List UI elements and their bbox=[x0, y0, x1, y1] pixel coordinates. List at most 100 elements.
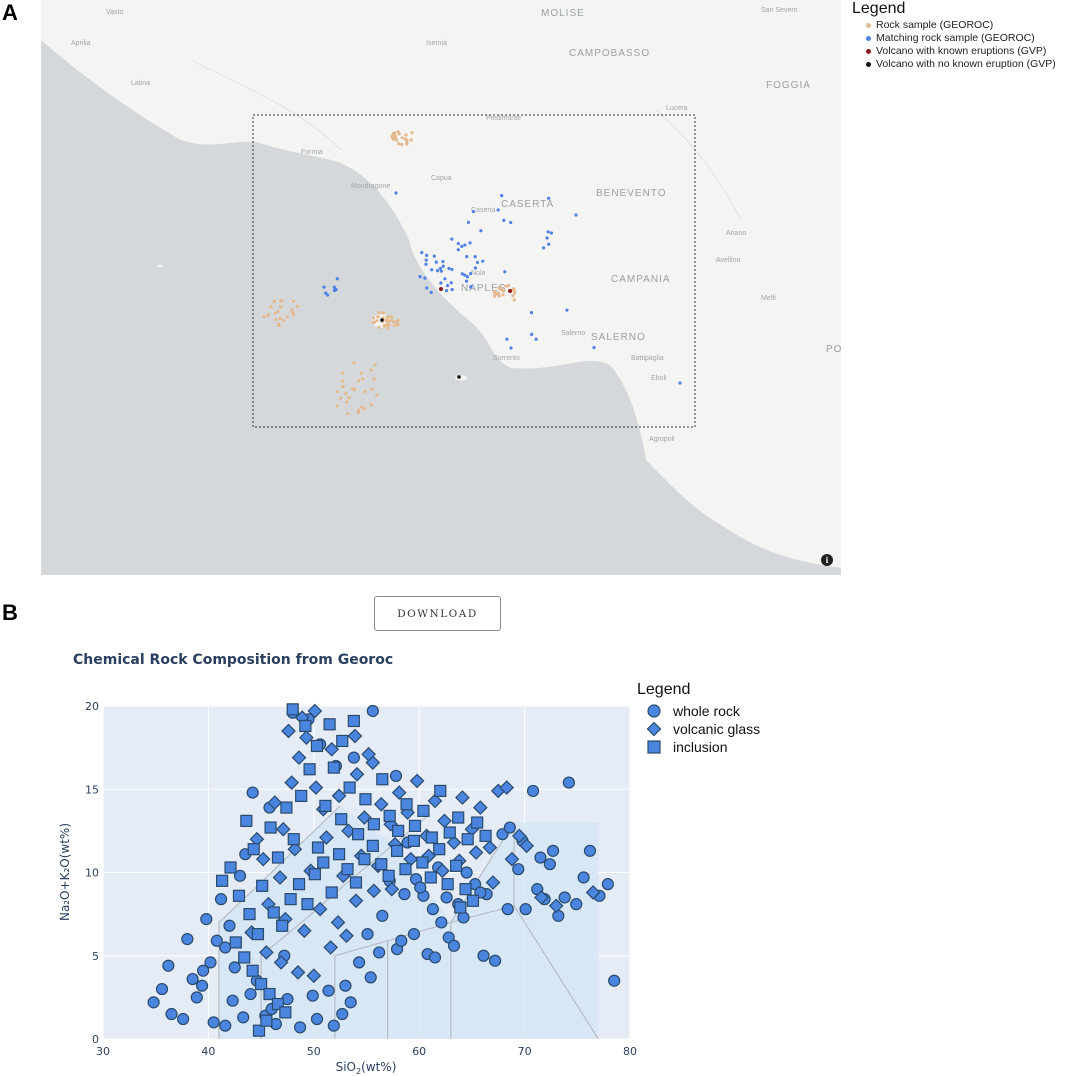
inclusion-point bbox=[311, 841, 325, 854]
matching-sample-point bbox=[325, 293, 330, 297]
whole-rock-point bbox=[165, 1007, 178, 1021]
whole-rock-point bbox=[197, 964, 210, 977]
inclusion-point bbox=[271, 851, 285, 864]
whole-rock-point bbox=[398, 888, 411, 901]
inclusion-point bbox=[349, 876, 363, 889]
whole-rock-point bbox=[389, 769, 403, 783]
volcanic-glass-point bbox=[504, 851, 520, 867]
rock-sample-point bbox=[273, 311, 277, 315]
volcanic-glass-point bbox=[446, 835, 462, 850]
selection-box[interactable] bbox=[252, 114, 696, 428]
volcano-unknown-point bbox=[380, 318, 384, 322]
volcano-unknown-point bbox=[457, 375, 461, 379]
matching-sample-point bbox=[334, 288, 338, 292]
map-region-label: BENEVENTO bbox=[596, 188, 667, 199]
rock-sample-point bbox=[341, 384, 345, 389]
rock-sample-point bbox=[274, 317, 278, 322]
y-tick-labels: 0 5 10 15 20 bbox=[85, 700, 99, 1046]
chart-legend-title: Legend bbox=[637, 681, 691, 698]
matching-sample-point bbox=[434, 260, 438, 264]
matching-sample-point bbox=[542, 246, 546, 250]
rock-sample-point bbox=[384, 318, 388, 322]
whole-rock-point bbox=[347, 751, 360, 764]
rock-sample-point bbox=[393, 135, 397, 139]
volcanic-glass-point bbox=[482, 840, 498, 855]
volcanic-glass-point bbox=[287, 841, 303, 857]
whole-rock-point bbox=[155, 982, 169, 996]
matching-sample-point bbox=[502, 218, 506, 222]
map-town-label: Nola bbox=[471, 270, 486, 277]
rock-sample-point bbox=[279, 305, 283, 309]
rock-sample-swatch bbox=[866, 23, 871, 28]
inclusion-point bbox=[441, 878, 454, 891]
rock-sample-point bbox=[409, 138, 413, 142]
inclusion-point bbox=[367, 818, 380, 831]
inclusion-point bbox=[238, 951, 251, 964]
map-canvas[interactable]: MOLISE CAMPOBASSO FOGGIA CASERTA BENEVENTO CA… bbox=[41, 0, 841, 575]
volcanic-glass-point bbox=[339, 928, 354, 944]
map-region-label: CASERTA bbox=[501, 199, 554, 210]
matching-sample-point bbox=[545, 236, 549, 240]
rock-sample-point bbox=[507, 284, 511, 288]
volcanic-glass-point bbox=[585, 885, 601, 900]
matching-sample-point bbox=[435, 269, 440, 273]
rock-sample-point bbox=[262, 315, 266, 319]
volcanic-glass-point bbox=[330, 915, 346, 930]
volcanic-glass-point bbox=[384, 881, 400, 897]
map-view[interactable]: MOLISE CAMPOBASSO FOGGIA CASERTA BENEVENTO CA… bbox=[41, 0, 841, 575]
inclusion-point bbox=[416, 856, 429, 869]
x-axis-title: SiO2(wt%) bbox=[336, 1060, 397, 1076]
map-legend-item-volcano-known[interactable]: Volcano with known eruptions (GVP) bbox=[852, 45, 1056, 58]
legend-item-volcanic-glass[interactable]: volcanic glass bbox=[637, 720, 760, 738]
matching-sample-point bbox=[446, 283, 450, 288]
inclusion-point bbox=[251, 928, 265, 941]
volcanic-glass-point bbox=[534, 890, 549, 905]
download-button[interactable]: DOWNLOAD bbox=[374, 596, 501, 631]
rock-sample-point bbox=[387, 322, 391, 327]
matching-sample-point bbox=[460, 272, 464, 276]
map-region-label: NAPLES bbox=[461, 283, 506, 294]
legend-item-inclusion[interactable]: inclusion bbox=[637, 738, 760, 756]
matching-sample-point bbox=[469, 285, 473, 289]
square-marker-icon bbox=[647, 740, 661, 754]
map-legend-item-matching-sample[interactable]: Matching rock sample (GEOROC) bbox=[852, 32, 1056, 45]
info-icon[interactable]: i bbox=[821, 554, 833, 566]
inclusion-point bbox=[417, 804, 430, 817]
rock-sample-point bbox=[357, 379, 361, 383]
whole-rock-point bbox=[534, 851, 547, 864]
map-legend: Legend Rock sample (GEOROC) Matching roc… bbox=[852, 0, 1056, 71]
rock-sample-point bbox=[502, 289, 506, 293]
rock-sample-point bbox=[404, 133, 408, 137]
whole-rock-point bbox=[226, 994, 239, 1007]
inclusion-point bbox=[390, 844, 404, 857]
inclusion-point bbox=[466, 894, 480, 907]
rock-sample-point bbox=[370, 387, 374, 391]
volcanic-glass-point bbox=[299, 730, 314, 745]
rock-sample-point bbox=[291, 310, 295, 314]
whole-rock-point bbox=[339, 979, 352, 992]
legend-item-whole-rock[interactable]: whole rock bbox=[637, 702, 760, 720]
tas-scatter-chart[interactable]: 30 40 50 60 70 80 0 5 10 15 20 SiO2(wt%) Na₂O+K₂O… bbox=[40, 690, 640, 1076]
map-legend-item-rock-sample[interactable]: Rock sample (GEOROC) bbox=[852, 19, 1056, 32]
rock-sample-point bbox=[345, 412, 350, 416]
volcanic-glass-point bbox=[366, 883, 382, 899]
matching-sample-point bbox=[441, 264, 445, 268]
inclusion-point bbox=[443, 826, 456, 839]
inclusion-point bbox=[243, 908, 256, 921]
map-region-label: FOGGIA bbox=[766, 80, 811, 91]
whole-rock-point bbox=[336, 1007, 349, 1021]
volcanic-glass-point bbox=[272, 870, 288, 885]
map-town-label: Lucera bbox=[666, 105, 688, 112]
map-legend-item-volcano-unknown[interactable]: Volcano with no known eruption (GVP) bbox=[852, 58, 1056, 71]
inclusion-point bbox=[425, 831, 438, 844]
matching-sample-point bbox=[463, 243, 467, 247]
volcanic-glass-point bbox=[409, 773, 425, 789]
y-tick-label: 15 bbox=[85, 783, 99, 796]
matching-sample-point bbox=[466, 220, 471, 224]
x-tick-label: 40 bbox=[201, 1045, 215, 1058]
panel-label-b: B bbox=[2, 600, 18, 625]
inclusion-point bbox=[287, 833, 300, 846]
rock-sample-point bbox=[356, 408, 361, 412]
rock-sample-point bbox=[276, 309, 280, 313]
whole-rock-point bbox=[366, 704, 379, 718]
